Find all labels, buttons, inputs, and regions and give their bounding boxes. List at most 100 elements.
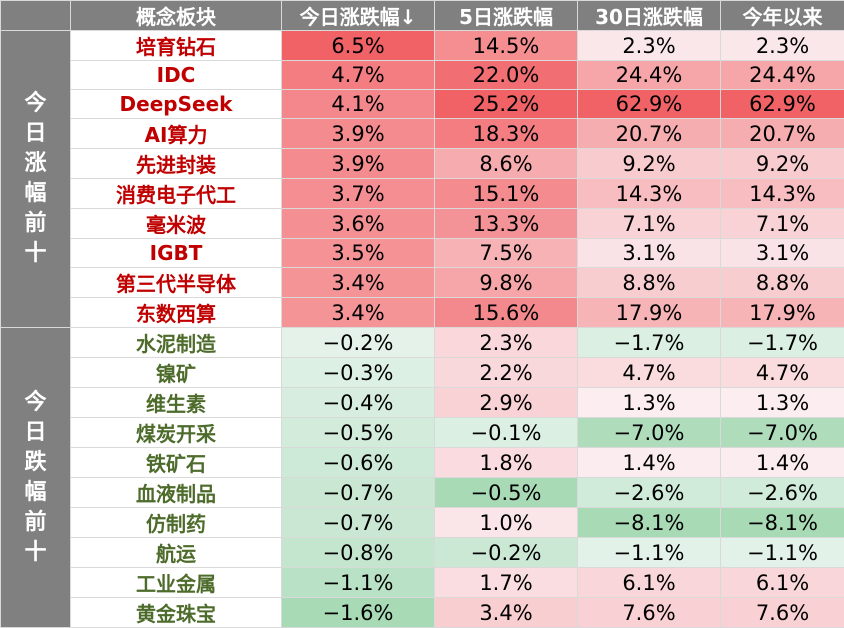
today-change-cell: 3.5% — [282, 239, 435, 268]
header-corner-cell — [1, 1, 71, 31]
30day-change-cell: 8.8% — [578, 268, 721, 298]
sector-name-cell[interactable]: 煤炭开采 — [71, 418, 282, 448]
30day-change-cell: 24.4% — [578, 61, 721, 90]
group-label-top-losers: 今日跌幅前十 — [1, 328, 71, 628]
today-change-cell: −0.4% — [282, 388, 435, 418]
30day-change-cell: 1.4% — [578, 448, 721, 478]
30day-change-cell: 9.2% — [578, 149, 721, 179]
30day-change-cell: 7.1% — [578, 209, 721, 239]
table-row: 铁矿石−0.6%1.8%1.4%1.4% — [1, 448, 844, 478]
30day-change-cell: 14.3% — [578, 179, 721, 209]
30day-change-cell: 17.9% — [578, 298, 721, 328]
header-sector[interactable]: 概念板块 — [71, 1, 282, 31]
30day-change-cell: 6.1% — [578, 568, 721, 598]
sector-name-cell[interactable]: 第三代半导体 — [71, 268, 282, 298]
ytd-change-cell: 9.2% — [721, 149, 844, 179]
5day-change-cell: 8.6% — [435, 149, 578, 179]
concept-sector-performance-table: 概念板块 今日涨跌幅↓ 5日涨跌幅 30日涨跌幅 今年以来 今日涨幅前十培育钻石… — [0, 0, 844, 610]
ytd-change-cell: 4.7% — [721, 358, 844, 388]
30day-change-cell: 7.6% — [578, 598, 721, 628]
5day-change-cell: −0.2% — [435, 538, 578, 568]
ytd-change-cell: 7.6% — [721, 598, 844, 628]
30day-change-cell: −1.1% — [578, 538, 721, 568]
header-row: 概念板块 今日涨跌幅↓ 5日涨跌幅 30日涨跌幅 今年以来 — [1, 1, 844, 31]
sector-name-cell[interactable]: IGBT — [71, 239, 282, 268]
sector-name-cell[interactable]: 维生素 — [71, 388, 282, 418]
sector-name-cell[interactable]: 工业金属 — [71, 568, 282, 598]
table-row: 血液制品−0.7%−0.5%−2.6%−2.6% — [1, 478, 844, 508]
today-change-cell: 4.1% — [282, 90, 435, 119]
5day-change-cell: 1.8% — [435, 448, 578, 478]
5day-change-cell: 2.3% — [435, 328, 578, 358]
30day-change-cell: 1.3% — [578, 388, 721, 418]
5day-change-cell: −0.1% — [435, 418, 578, 448]
5day-change-cell: 22.0% — [435, 61, 578, 90]
today-change-cell: 3.9% — [282, 149, 435, 179]
ytd-change-cell: 1.3% — [721, 388, 844, 418]
today-change-cell: 3.7% — [282, 179, 435, 209]
today-change-cell: 6.5% — [282, 31, 435, 61]
5day-change-cell: 2.2% — [435, 358, 578, 388]
30day-change-cell: −8.1% — [578, 508, 721, 538]
header-5day-change[interactable]: 5日涨跌幅 — [435, 1, 578, 31]
table-row: 今日跌幅前十水泥制造−0.2%2.3%−1.7%−1.7% — [1, 328, 844, 358]
5day-change-cell: 13.3% — [435, 209, 578, 239]
ytd-change-cell: −7.0% — [721, 418, 844, 448]
sector-name-cell[interactable]: 铁矿石 — [71, 448, 282, 478]
30day-change-cell: 3.1% — [578, 239, 721, 268]
ytd-change-cell: −8.1% — [721, 508, 844, 538]
header-30day-change[interactable]: 30日涨跌幅 — [578, 1, 721, 31]
5day-change-cell: 14.5% — [435, 31, 578, 61]
header-ytd-change[interactable]: 今年以来 — [721, 1, 844, 31]
ytd-change-cell: 17.9% — [721, 298, 844, 328]
sector-name-cell[interactable]: 黄金珠宝 — [71, 598, 282, 628]
ytd-change-cell: 62.9% — [721, 90, 844, 119]
today-change-cell: −0.3% — [282, 358, 435, 388]
table-row: 维生素−0.4%2.9%1.3%1.3% — [1, 388, 844, 418]
sector-name-cell[interactable]: 毫米波 — [71, 209, 282, 239]
sector-name-cell[interactable]: 航运 — [71, 538, 282, 568]
table-row: 航运−0.8%−0.2%−1.1%−1.1% — [1, 538, 844, 568]
ytd-change-cell: 20.7% — [721, 119, 844, 149]
30day-change-cell: −7.0% — [578, 418, 721, 448]
today-change-cell: 3.9% — [282, 119, 435, 149]
group-label-top-gainers: 今日涨幅前十 — [1, 31, 71, 328]
today-change-cell: −0.7% — [282, 508, 435, 538]
sector-name-cell[interactable]: 东数西算 — [71, 298, 282, 328]
today-change-cell: −0.2% — [282, 328, 435, 358]
header-today-change[interactable]: 今日涨跌幅↓ — [282, 1, 435, 31]
5day-change-cell: 1.7% — [435, 568, 578, 598]
5day-change-cell: −0.5% — [435, 478, 578, 508]
5day-change-cell: 3.4% — [435, 598, 578, 628]
today-change-cell: −1.6% — [282, 598, 435, 628]
ytd-change-cell: 8.8% — [721, 268, 844, 298]
today-change-cell: 3.6% — [282, 209, 435, 239]
sector-name-cell[interactable]: IDC — [71, 61, 282, 90]
sector-name-cell[interactable]: 水泥制造 — [71, 328, 282, 358]
sector-name-cell[interactable]: DeepSeek — [71, 90, 282, 119]
table-row: 仿制药−0.7%1.0%−8.1%−8.1% — [1, 508, 844, 538]
today-change-cell: −1.1% — [282, 568, 435, 598]
sector-name-cell[interactable]: AI算力 — [71, 119, 282, 149]
sector-name-cell[interactable]: 先进封装 — [71, 149, 282, 179]
sector-name-cell[interactable]: 消费电子代工 — [71, 179, 282, 209]
sector-name-cell[interactable]: 血液制品 — [71, 478, 282, 508]
sector-name-cell[interactable]: 镍矿 — [71, 358, 282, 388]
30day-change-cell: 2.3% — [578, 31, 721, 61]
sector-name-cell[interactable]: 仿制药 — [71, 508, 282, 538]
ytd-change-cell: −1.7% — [721, 328, 844, 358]
30day-change-cell: −2.6% — [578, 478, 721, 508]
today-change-cell: −0.7% — [282, 478, 435, 508]
today-change-cell: 3.4% — [282, 268, 435, 298]
sector-name-cell[interactable]: 培育钻石 — [71, 31, 282, 61]
table-row: 煤炭开采−0.5%−0.1%−7.0%−7.0% — [1, 418, 844, 448]
